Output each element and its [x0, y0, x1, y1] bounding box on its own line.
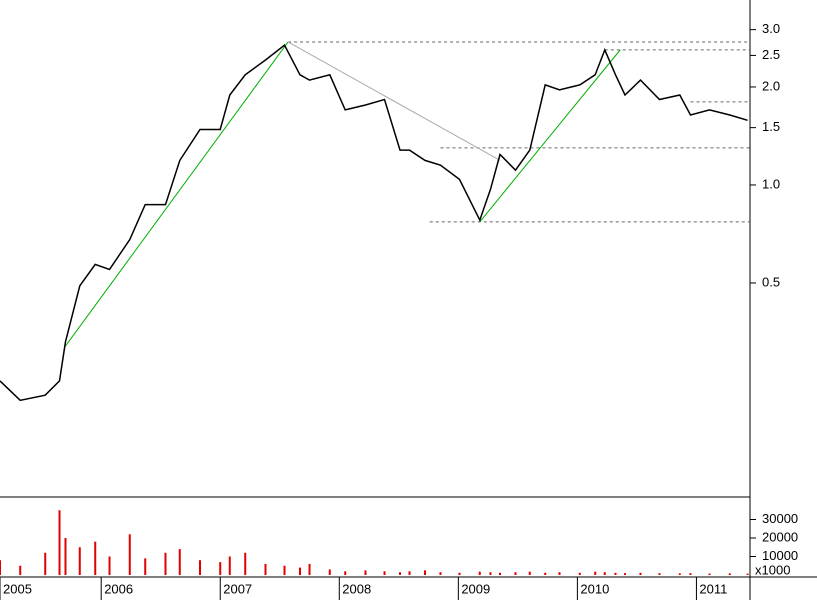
volume-bar — [424, 570, 426, 575]
volume-bar — [499, 572, 501, 575]
x-tick-label: 2009 — [461, 581, 490, 596]
x-tick-label: 2007 — [223, 581, 252, 596]
x-tick-label: 2010 — [580, 581, 609, 596]
volume-bar — [558, 572, 561, 575]
volume-bar — [689, 573, 692, 575]
volume-bar — [658, 573, 661, 575]
volume-bar — [0, 560, 1, 575]
volume-bar — [228, 556, 231, 575]
volume-bar — [283, 565, 286, 575]
volume-bar — [64, 538, 67, 575]
volume-bar — [728, 573, 731, 575]
volume-bar — [678, 573, 681, 575]
volume-bar — [408, 571, 411, 575]
y-tick-label: 10000 — [762, 548, 798, 563]
volume-bar — [478, 571, 481, 575]
volume-bar — [299, 567, 301, 575]
volume-bar — [308, 563, 311, 575]
volume-bar — [128, 534, 131, 575]
volume-bar — [219, 562, 222, 575]
y-tick-label: 30000 — [762, 511, 798, 526]
x-tick-label: 2008 — [342, 581, 371, 596]
volume-bar — [199, 560, 201, 575]
volume-bar — [383, 571, 386, 575]
volume-bar — [164, 552, 167, 575]
volume-bar — [94, 541, 97, 575]
y-tick-label: 20000 — [762, 529, 798, 544]
volume-bar — [708, 573, 711, 575]
y-tick-label: 2.5 — [762, 47, 780, 62]
volume-bar — [594, 571, 597, 575]
volume-bar — [328, 569, 331, 575]
volume-bar — [528, 571, 531, 575]
volume-bar — [578, 572, 581, 575]
trend-line — [65, 41, 289, 347]
volume-bar — [58, 510, 61, 575]
trend-line — [479, 49, 621, 223]
trend-line — [287, 41, 501, 161]
volume-bar — [639, 572, 642, 575]
x-tick-label: 2005 — [3, 581, 32, 596]
x-tick-label: 2006 — [104, 581, 133, 596]
volume-bar — [178, 549, 181, 575]
volume-bar — [544, 572, 547, 575]
volume-bar — [603, 572, 606, 575]
volume-bar — [746, 573, 749, 575]
volume-bar — [439, 572, 442, 575]
volume-bar — [614, 572, 617, 575]
price-line — [0, 43, 748, 402]
volume-bar — [144, 558, 147, 575]
volume-bar — [44, 552, 47, 575]
volume-bar — [624, 573, 626, 575]
y-tick-label: 3.0 — [762, 21, 780, 36]
volume-bar — [244, 552, 247, 575]
volume-bar — [399, 572, 401, 575]
y-tick-label: 1.0 — [762, 176, 780, 191]
volume-bar — [364, 570, 367, 575]
volume-bar — [489, 572, 492, 575]
y-tick-label: 0.5 — [762, 274, 780, 289]
volume-bar — [514, 572, 517, 575]
y-tick-label: 2.0 — [762, 78, 780, 93]
volume-unit: x1000 — [755, 562, 790, 577]
y-tick-label: 1.5 — [762, 119, 780, 134]
volume-bar — [78, 547, 81, 575]
volume-bar — [344, 571, 347, 575]
x-tick-label: 2011 — [699, 581, 727, 596]
volume-bar — [108, 556, 111, 575]
volume-bar — [264, 563, 267, 575]
volume-bar — [458, 572, 461, 575]
volume-bar — [19, 565, 22, 575]
